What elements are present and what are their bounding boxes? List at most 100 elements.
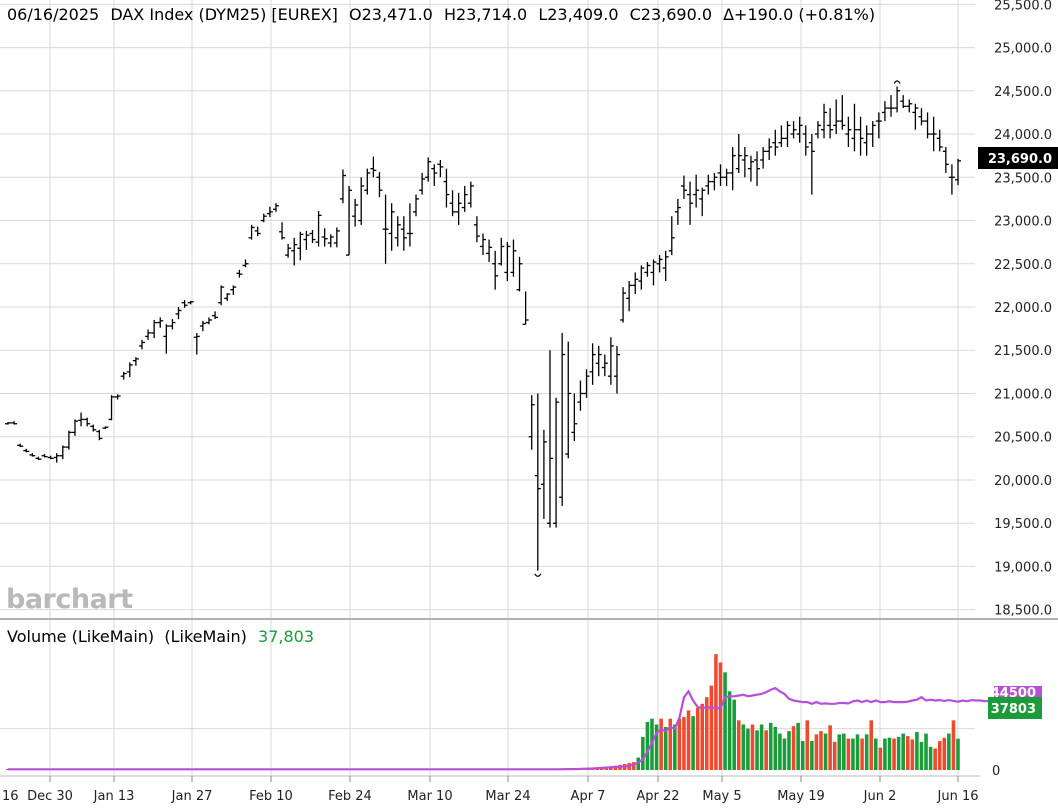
ohlc-bar: [534, 393, 541, 571]
volume-moving-average-line: [8, 686, 1023, 771]
volume-bar: [787, 731, 791, 770]
ohlc-bar: [248, 224, 255, 240]
ohlc-bar: [151, 319, 158, 339]
volume-bar: [791, 726, 796, 770]
price-tick-label: 22,500.0: [994, 258, 1052, 273]
volume-bar: [864, 734, 869, 770]
ohlc-bar: [455, 192, 462, 225]
volume-bar: [705, 697, 709, 770]
ohlc-bar: [741, 147, 748, 178]
volume-bar: [773, 726, 778, 770]
ohlc-bar: [59, 445, 66, 460]
ohlc-bar: [449, 190, 456, 217]
ohlc-bar: [553, 397, 560, 528]
ohlc-bar: [626, 281, 633, 312]
ohlc-bar: [23, 448, 30, 453]
ohlc-bar: [242, 259, 249, 268]
ohlc-bar: [272, 203, 279, 212]
ohlc-bar: [942, 147, 949, 173]
ohlc-bar: [808, 134, 815, 195]
header-close: C23,690.0: [630, 5, 712, 24]
volume-bar: [832, 741, 837, 770]
x-tick-label: Mar 10: [407, 789, 452, 804]
volume-bar: [695, 707, 700, 770]
volume-bar: [741, 724, 746, 770]
x-tick-label: Dec 30: [27, 789, 73, 804]
ohlc-bar: [546, 350, 553, 528]
volume-bar: [951, 720, 956, 770]
ohlc-bar: [833, 99, 840, 135]
price-tick-label: 24,500.0: [994, 85, 1052, 100]
ohlc-bar: [772, 129, 779, 156]
ohlc-bar: [632, 272, 639, 295]
ohlc-bar: [607, 337, 614, 385]
ohlc-bar: [84, 417, 91, 427]
ohlc-bar: [461, 185, 468, 212]
ohlc-bar: [29, 453, 36, 457]
ohlc-bar: [571, 393, 578, 442]
price-tick-label: 19,500.0: [994, 517, 1052, 532]
volume-bar: [778, 733, 782, 770]
ohlc-bar: [145, 329, 152, 340]
ohlc-bar: [315, 211, 322, 247]
ohlc-bar: [96, 429, 103, 441]
x-tick-label: Jan 13: [93, 789, 135, 804]
ohlc-bar: [522, 291, 529, 325]
ohlc-bar: [205, 317, 212, 325]
ohlc-bar: [504, 242, 511, 282]
price-grid: [0, 0, 975, 776]
ohlc-bar: [279, 222, 286, 240]
ohlc-bar: [693, 174, 700, 208]
volume-bar: [700, 703, 705, 770]
ohlc-bar: [796, 116, 803, 143]
volume-bar: [828, 725, 832, 770]
volume-bar: [851, 738, 855, 770]
ohlc-bar: [863, 125, 870, 156]
ohlc-bar: [467, 181, 474, 208]
ohlc-bar: [650, 259, 657, 286]
volume-bar: [905, 736, 910, 770]
ohlc-bar: [90, 424, 97, 432]
ohlc-bar: [419, 172, 426, 195]
ohlc-bar: [260, 213, 267, 223]
volume-bar: [869, 720, 874, 770]
ohlc-bar: [662, 250, 669, 282]
ohlc-bar: [309, 230, 316, 244]
ohlc-bar: [595, 345, 602, 377]
price-tick-label: 21,000.0: [994, 387, 1052, 402]
ohlc-bar: [364, 168, 371, 195]
ohlc-bar: [394, 216, 401, 247]
ohlc-bar: [473, 216, 480, 243]
ohlc-bar: [193, 332, 200, 355]
volume-bar: [814, 734, 819, 770]
ohlc-bar: [339, 169, 346, 204]
ohlc-bar: [869, 121, 876, 148]
ohlc-bar: [936, 129, 943, 152]
ohlc-bar: [120, 371, 127, 380]
ohlc-bar: [784, 121, 791, 148]
low-marker: [534, 573, 542, 577]
volume-bar: [860, 738, 864, 770]
ohlc-bar: [613, 345, 620, 394]
volume-bar: [736, 720, 741, 770]
ohlc-bar: [169, 319, 176, 330]
ohlc-bar: [827, 108, 834, 139]
volume-bar: [901, 733, 905, 770]
price-bars: [5, 80, 961, 577]
ohlc-bar: [735, 134, 742, 173]
x-tick-label: Jun 16: [937, 789, 979, 804]
ohlc-bar: [918, 108, 925, 126]
ohlc-bar: [778, 125, 785, 148]
ohlc-bar: [875, 112, 882, 139]
ohlc-bar: [540, 429, 547, 519]
ohlc-bar: [254, 226, 261, 237]
ohlc-bar: [948, 164, 955, 195]
ohlc-bar: [930, 116, 937, 152]
ohlc-bar: [388, 203, 395, 251]
ohlc-bar: [729, 147, 736, 191]
ohlc-bar: [498, 237, 505, 266]
barchart-watermark: barchart: [6, 584, 133, 615]
volume-bar: [746, 728, 750, 770]
volume-bar: [631, 762, 636, 770]
ohlc-bar: [138, 339, 145, 350]
